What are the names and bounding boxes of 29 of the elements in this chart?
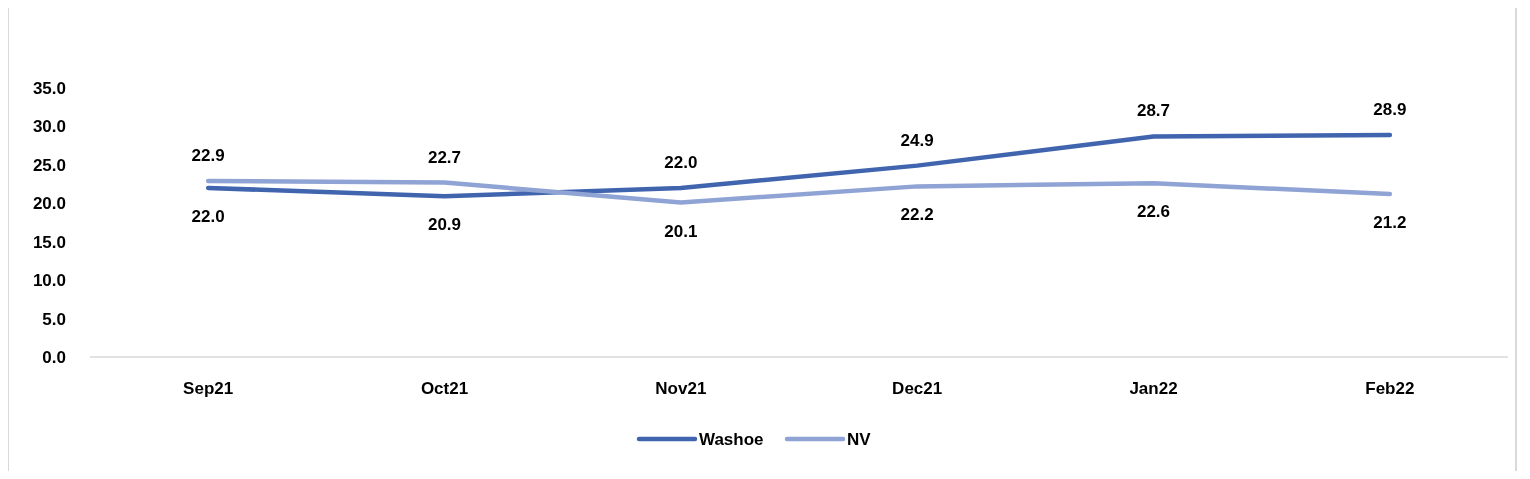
data-label: 22.0 [191,206,225,226]
data-label: 22.2 [900,205,934,225]
y-tick-label: 35.0 [32,78,66,98]
x-tick-label: Nov21 [655,379,707,398]
y-tick-label: 30.0 [32,117,66,137]
line-series [205,178,1393,205]
data-label: 24.9 [900,130,934,150]
y-tick-label: 15.0 [32,232,66,252]
data-label: 20.1 [664,221,698,241]
x-tick-label: Oct21 [420,379,469,398]
data-label: 22.6 [1136,202,1171,222]
data-label: 28.7 [1136,101,1171,121]
data-label: 22.9 [191,146,225,165]
x-tick-label: Feb22 [1365,379,1415,398]
legend-label: NV [847,429,872,449]
data-label: 22.7 [427,147,462,167]
legend-label: Washoe [699,429,764,449]
x-tick-label: Jan22 [1129,379,1178,398]
data-label: 28.9 [1373,99,1407,119]
y-tick-label: 0.0 [42,347,66,367]
data-label: 22.0 [664,152,698,172]
y-tick-label: 5.0 [42,309,66,329]
data-label: 20.9 [427,215,462,235]
x-tick-label: Dec21 [892,379,943,398]
y-tick-label: 10.0 [32,271,66,291]
y-tick-label: 20.0 [32,194,66,214]
y-tick-label: 25.0 [32,155,66,175]
x-tick-label: Sep21 [183,379,234,398]
data-label: 21.2 [1373,213,1407,233]
